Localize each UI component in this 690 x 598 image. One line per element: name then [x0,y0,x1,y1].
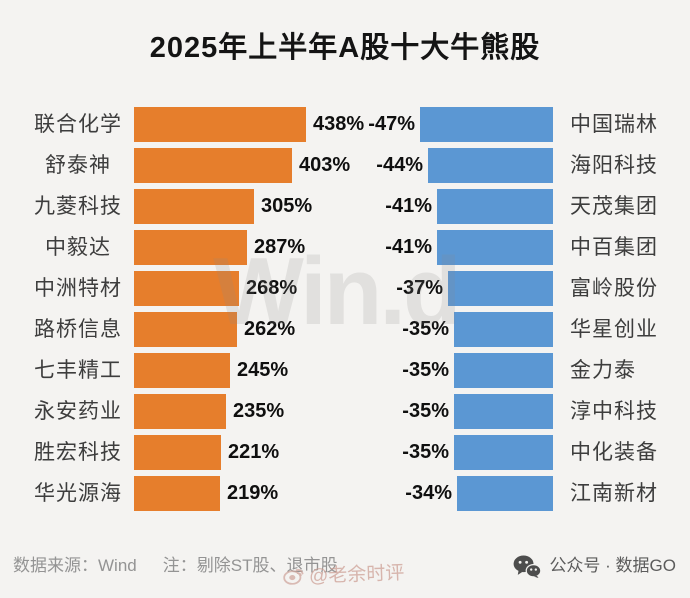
weibo-watermark: @老余时评 [283,558,405,589]
loser-value: -47% [368,113,415,135]
gainer-name: 舒泰神 [45,154,111,177]
weibo-watermark-label: @老余时评 [308,562,405,588]
loser-bar [454,394,553,429]
loser-name: 江南新材 [570,482,658,505]
gainer-value: 268% [246,277,298,299]
gainer-name: 七丰精工 [34,359,122,382]
loser-bar [454,353,553,388]
brand-badge: 公众号 · 数据GO [513,553,676,579]
loser-bar [454,312,553,347]
chart-row: 舒泰神 403% -44% 海阳科技 [0,145,690,186]
brand-label: 公众号 · 数据GO [549,556,676,575]
gainer-name: 联合化学 [34,113,122,136]
gainer-value: 305% [261,195,313,217]
loser-name: 海阳科技 [570,154,658,177]
gainer-name: 中洲特材 [34,277,122,300]
loser-name: 中百集团 [570,236,658,259]
footer: 数据来源：Wind 注：剔除ST股、退市股 公众号 · 数据GO [0,553,690,583]
gainer-bar [134,107,306,142]
gainer-value: 262% [244,318,296,340]
page-title: 2025年上半年A股十大牛熊股 [149,32,541,64]
loser-value: -37% [396,277,443,299]
loser-bar [420,107,553,142]
loser-name: 淳中科技 [570,400,658,423]
gainer-name: 胜宏科技 [34,441,122,464]
weibo-icon [283,565,306,585]
data-note: 注：剔除ST股、退市股 [162,556,338,575]
loser-value: -35% [402,441,449,463]
loser-bar [437,189,553,224]
chart-row: 中洲特材 268% -37% 富岭股份 [0,268,690,309]
gainer-bar [134,394,226,429]
gainer-bar [134,476,220,511]
gainer-value: 438% [313,113,365,135]
gainer-bar [134,353,230,388]
chart-row: 七丰精工 245% -35% 金力泰 [0,350,690,391]
footer-text: 数据来源：Wind 注：剔除ST股、退市股 [13,553,337,579]
chart-rows: 联合化学 438% -47% 中国瑞林舒泰神 403% -44% 海阳科技九菱科技 305% -… [0,104,690,514]
loser-bar [457,476,553,511]
loser-name: 天茂集团 [570,195,658,218]
chart-row: 胜宏科技 221% -35% 中化装备 [0,432,690,473]
gainer-bar [134,148,292,183]
gainer-bar [134,189,254,224]
gainer-value: 287% [254,236,306,258]
chart-row: 永安药业 235% -35% 淳中科技 [0,391,690,432]
loser-value: -35% [402,318,449,340]
gainer-value: 219% [227,482,279,504]
gainer-value: 245% [237,359,289,381]
gainer-value: 235% [233,400,285,422]
gainer-name: 中毅达 [45,236,111,259]
gainer-name: 华光源海 [34,482,122,505]
gainer-name: 永安药业 [34,400,122,423]
loser-name: 中化装备 [570,441,658,464]
chart-row: 联合化学 438% -47% 中国瑞林 [0,104,690,145]
loser-value: -44% [376,154,423,176]
loser-bar [437,230,553,265]
data-source: 数据来源：Wind [13,556,137,575]
gainer-bar [134,230,247,265]
loser-value: -35% [402,400,449,422]
gainer-value: 403% [299,154,351,176]
loser-value: -34% [405,482,452,504]
loser-value: -41% [385,236,432,258]
gainer-value: 221% [228,441,280,463]
loser-value: -35% [402,359,449,381]
loser-name: 华星创业 [570,318,658,341]
loser-bar [454,435,553,470]
gainer-bar [134,312,237,347]
gainer-bar [134,271,239,306]
loser-name: 金力泰 [570,359,636,382]
chart-row: 路桥信息 262% -35% 华星创业 [0,309,690,350]
chart-row: 华光源海 219% -34% 江南新材 [0,473,690,514]
wechat-icon [513,555,542,578]
loser-name: 富岭股份 [570,277,658,300]
gainer-bar [134,435,221,470]
gainer-name: 九菱科技 [34,195,122,218]
chart-row: 中毅达 287% -41% 中百集团 [0,227,690,268]
gainer-name: 路桥信息 [34,318,122,341]
chart-row: 九菱科技 305% -41% 天茂集团 [0,186,690,227]
loser-bar [448,271,553,306]
loser-value: -41% [385,195,432,217]
loser-name: 中国瑞林 [570,113,658,136]
loser-bar [428,148,553,183]
